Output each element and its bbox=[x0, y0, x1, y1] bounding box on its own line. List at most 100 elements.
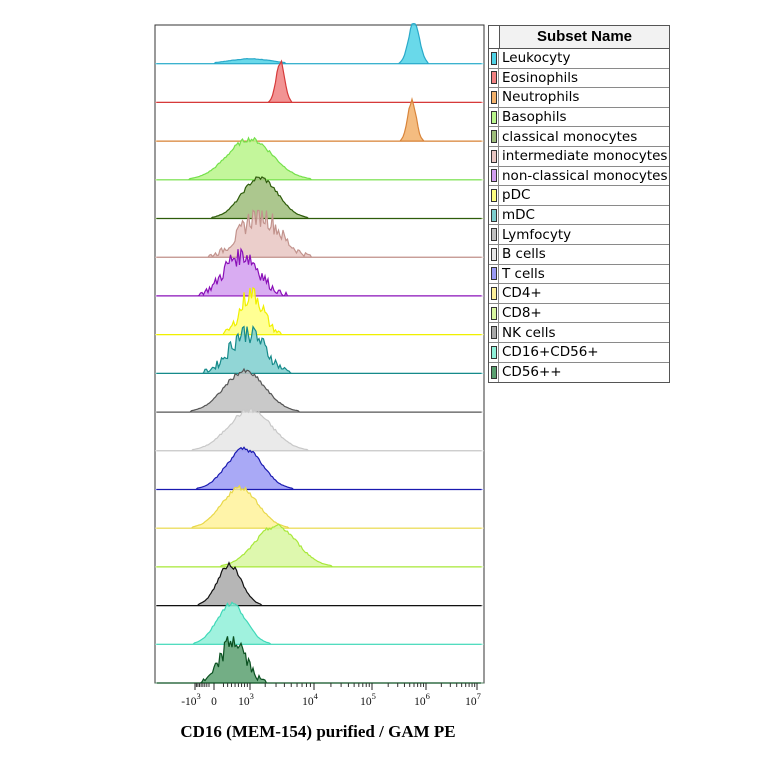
legend-swatch bbox=[490, 188, 497, 202]
legend-swatch bbox=[490, 365, 497, 379]
x-tick-label: 103 bbox=[238, 691, 254, 708]
legend-item: pDC bbox=[489, 186, 669, 206]
legend-swatch-cell bbox=[489, 205, 499, 225]
legend-swatch-cell bbox=[489, 68, 499, 88]
histogram-cd56- bbox=[157, 636, 481, 684]
legend-swatch bbox=[490, 71, 497, 85]
legend-swatch-cell bbox=[489, 284, 499, 303]
legend-swatch-cell bbox=[489, 166, 499, 186]
legend-rows: Leukocyty Eosinophils Neutrophils Basophils… bbox=[489, 49, 669, 383]
histogram-neutrophils bbox=[156, 97, 482, 142]
histogram-layers bbox=[155, 22, 484, 684]
legend-item: Eosinophils bbox=[489, 68, 669, 89]
legend-label: CD16+CD56+ bbox=[502, 344, 599, 361]
legend-label: CD4+ bbox=[502, 285, 542, 302]
histogram-non-classical-monocytes bbox=[156, 247, 482, 297]
legend-label: classical monocytes bbox=[502, 128, 638, 145]
legend-item: intermediate monocytes bbox=[489, 146, 669, 167]
legend-item: Leukocyty bbox=[489, 49, 669, 69]
legend-swatch-cell bbox=[489, 362, 499, 383]
x-axis-label-text: CD16 (MEM-154) purified / GAM PE bbox=[180, 722, 456, 741]
legend-title: Subset Name bbox=[500, 26, 669, 48]
histogram-basophils bbox=[156, 136, 482, 181]
legend-item: non-classical monocytes bbox=[489, 166, 669, 187]
x-tick-label: 107 bbox=[465, 691, 481, 708]
legend-label: Basophils bbox=[502, 109, 567, 126]
legend-item: classical monocytes bbox=[489, 127, 669, 147]
legend-label: mDC bbox=[502, 207, 535, 224]
x-tick-exponent: 5 bbox=[372, 691, 376, 701]
legend-label: T cells bbox=[502, 265, 545, 282]
legend-swatch bbox=[490, 306, 497, 320]
x-tick-exponent: 3 bbox=[250, 691, 254, 701]
histogram-cd16-cd56- bbox=[156, 601, 482, 645]
legend-swatch bbox=[490, 326, 497, 340]
legend-label: Leukocyty bbox=[502, 50, 571, 67]
legend-swatch bbox=[490, 149, 497, 163]
legend-swatch bbox=[490, 228, 497, 242]
legend-label: B cells bbox=[502, 246, 546, 263]
legend-swatch bbox=[490, 51, 497, 65]
legend-swatch bbox=[490, 286, 497, 300]
x-tick-label: 106 bbox=[414, 691, 430, 708]
legend-label: CD56++ bbox=[502, 364, 562, 381]
legend-label: intermediate monocytes bbox=[502, 148, 668, 165]
x-tick-label: -103 bbox=[181, 691, 201, 708]
legend-item: CD56++ bbox=[489, 362, 669, 383]
legend-item: Neutrophils bbox=[489, 88, 669, 108]
x-tick-exponent: 7 bbox=[477, 691, 481, 701]
x-axis-label: CD16 (MEM-154) purified / GAM PE bbox=[0, 722, 636, 742]
legend-header-spacer bbox=[489, 26, 500, 48]
x-tick-exponent: 4 bbox=[314, 691, 319, 701]
legend-swatch bbox=[490, 90, 497, 104]
legend-swatch-cell bbox=[489, 323, 499, 342]
legend-swatch-cell bbox=[489, 186, 499, 205]
histogram-mdc bbox=[156, 324, 482, 374]
legend-swatch bbox=[490, 169, 497, 183]
legend-label: NK cells bbox=[502, 324, 556, 341]
legend-label: Eosinophils bbox=[502, 69, 579, 86]
legend-item: CD4+ bbox=[489, 284, 669, 304]
x-tick-exponent: 3 bbox=[197, 691, 201, 701]
histogram-nk-cells bbox=[156, 561, 482, 607]
legend-swatch-cell bbox=[489, 49, 499, 68]
histogram-t-cells bbox=[156, 446, 482, 491]
histogram-cd8- bbox=[156, 523, 482, 568]
legend-swatch-cell bbox=[489, 225, 499, 244]
legend-item: Basophils bbox=[489, 107, 669, 128]
legend-swatch bbox=[490, 247, 497, 261]
legend-swatch-cell bbox=[489, 127, 499, 146]
plot-frame bbox=[154, 24, 485, 684]
legend-swatch-cell bbox=[489, 303, 499, 323]
legend-swatch bbox=[490, 345, 497, 359]
histogram-cd4- bbox=[156, 484, 482, 529]
legend-item: B cells bbox=[489, 244, 669, 265]
legend-label: Lymfocyty bbox=[502, 226, 572, 243]
x-tick-label: 104 bbox=[302, 691, 319, 708]
legend-item: CD16+CD56+ bbox=[489, 342, 669, 363]
legend-swatch-cell bbox=[489, 342, 499, 362]
legend-item: mDC bbox=[489, 205, 669, 226]
histogram-intermediate-monocytes bbox=[156, 209, 482, 258]
legend-swatch bbox=[490, 110, 497, 124]
legend-swatch bbox=[490, 130, 497, 144]
legend-swatch-cell bbox=[489, 107, 499, 127]
legend-swatch bbox=[490, 208, 497, 222]
histogram-eosinophils bbox=[156, 59, 482, 104]
histogram-classical-monocytes bbox=[156, 176, 482, 220]
legend-swatch-cell bbox=[489, 146, 499, 166]
legend-item: Lymfocyty bbox=[489, 225, 669, 245]
legend-swatch-cell bbox=[489, 88, 499, 107]
legend-label: CD8+ bbox=[502, 305, 542, 322]
histogram-pdc bbox=[156, 286, 482, 336]
legend-item: CD8+ bbox=[489, 303, 669, 324]
histogram-b-cells bbox=[156, 407, 482, 452]
legend-label: pDC bbox=[502, 187, 531, 204]
histogram-lymfocyty bbox=[156, 367, 482, 413]
legend-item: NK cells bbox=[489, 323, 669, 343]
legend-label: Neutrophils bbox=[502, 89, 580, 106]
x-tick-label: 0 bbox=[211, 696, 217, 708]
legend-label: non-classical monocytes bbox=[502, 167, 668, 184]
legend-swatch-cell bbox=[489, 264, 499, 284]
